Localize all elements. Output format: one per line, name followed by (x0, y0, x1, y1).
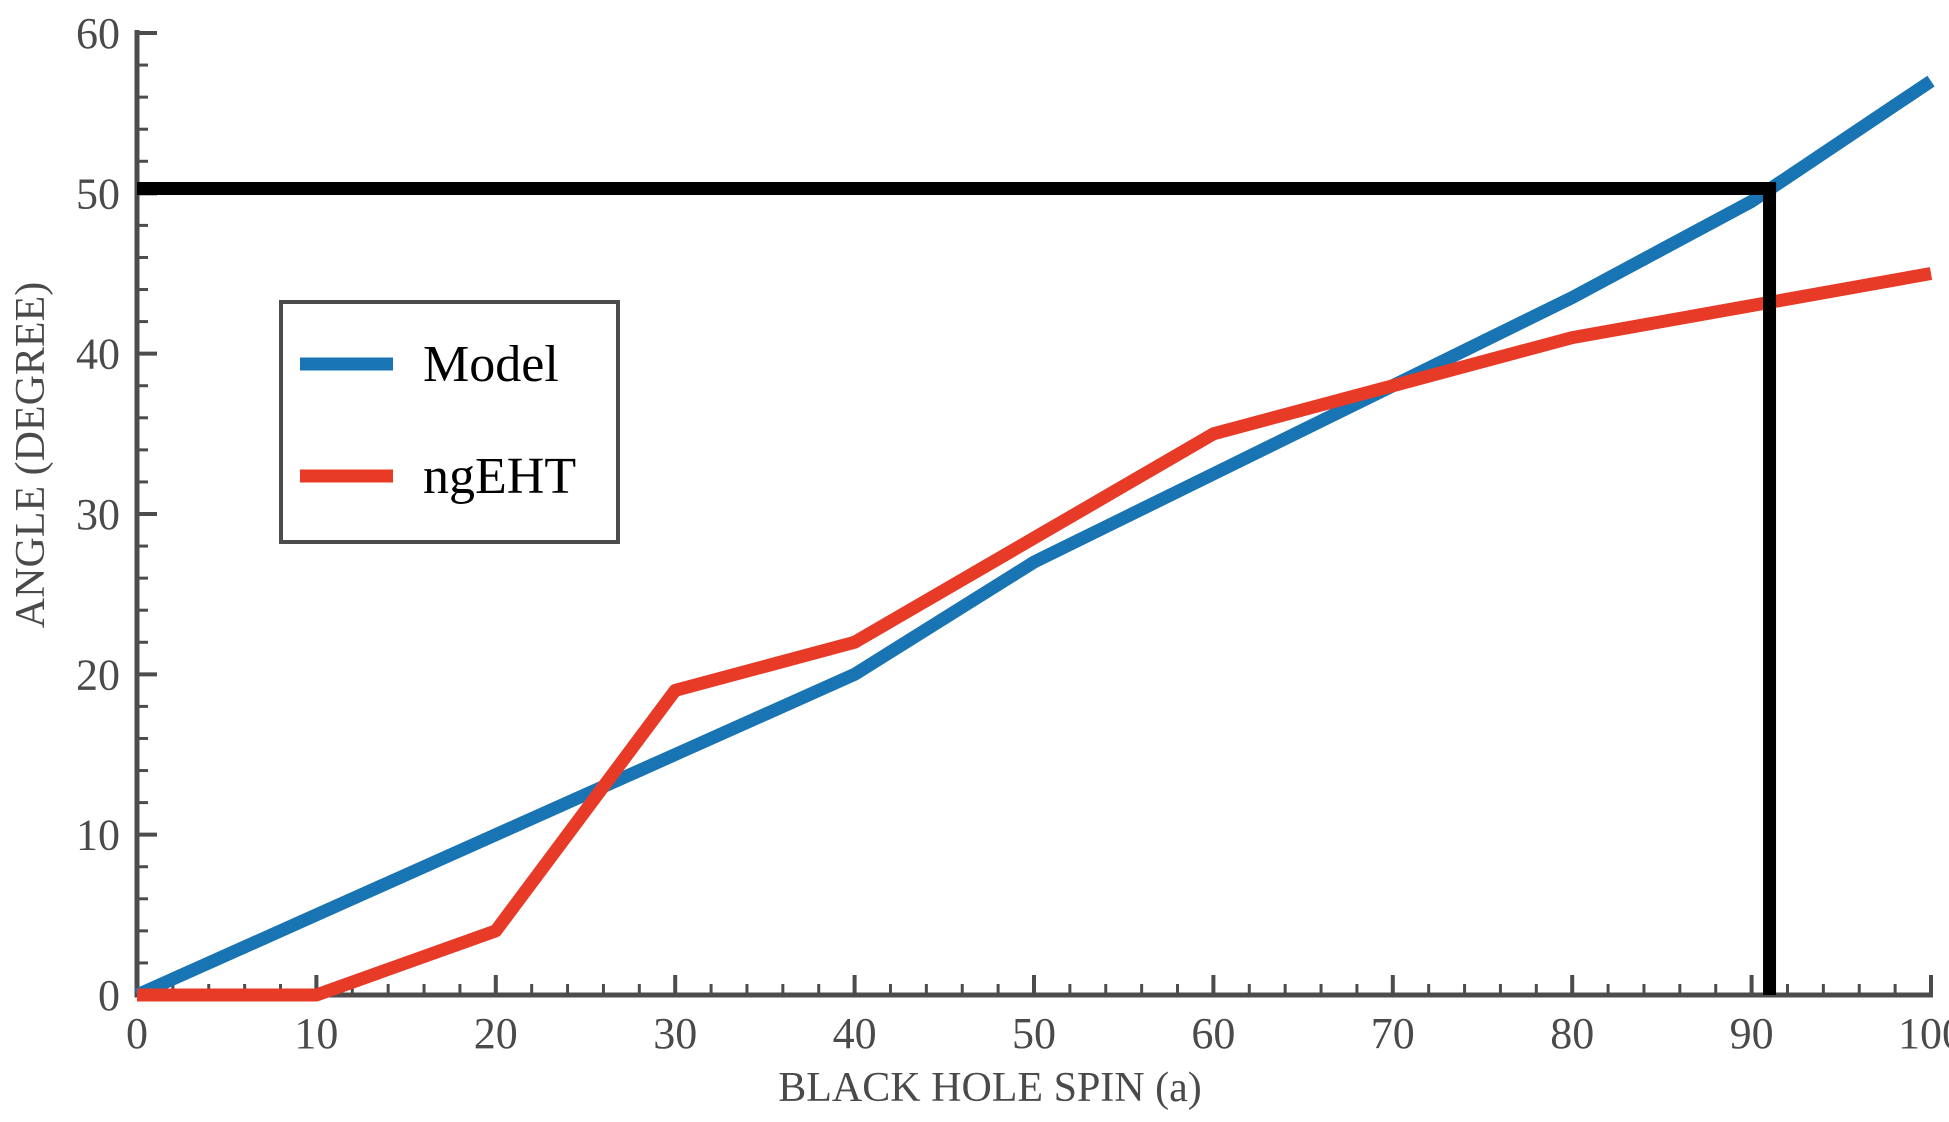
y-tick-label: 60 (76, 9, 120, 58)
x-tick-label: 10 (294, 1009, 338, 1058)
legend-label-ngeht: ngEHT (423, 448, 576, 505)
y-tick-label: 30 (76, 490, 120, 539)
y-tick-label: 0 (98, 971, 120, 1020)
x-tick-label: 80 (1550, 1009, 1594, 1058)
axes: 0 10 20 30 40 50 60 70 80 90 100 0 10 20 30 40 50 60 (76, 9, 1949, 1058)
series-line-model (134, 75, 1935, 1001)
crosshair-lines (137, 182, 1777, 995)
y-tick-label: 20 (76, 650, 120, 699)
x-tick-label: 100 (1898, 1009, 1949, 1058)
y-tick-label: 10 (76, 811, 120, 860)
series-lines (134, 75, 1935, 1002)
x-tick-label: 60 (1191, 1009, 1235, 1058)
x-axis-label: BLACK HOLE SPIN (a) (778, 1065, 1201, 1111)
x-tick-label: 40 (833, 1009, 877, 1058)
x-tick-label: 90 (1730, 1009, 1774, 1058)
x-tick-label: 0 (126, 1009, 148, 1058)
y-tick-label: 40 (76, 330, 120, 379)
legend: Model ngEHT (279, 300, 620, 544)
x-tick-label: 70 (1371, 1009, 1415, 1058)
y-axis-label: ANGLE (DEGREE) (8, 282, 54, 628)
legend-label-model: Model (423, 336, 559, 393)
legend-box (279, 300, 620, 544)
x-tick-label: 30 (653, 1009, 697, 1058)
series-line-ngeht (137, 267, 1933, 1002)
y-tick-label: 50 (76, 169, 120, 218)
x-tick-label: 50 (1012, 1009, 1056, 1058)
x-tick-label: 20 (474, 1009, 518, 1058)
